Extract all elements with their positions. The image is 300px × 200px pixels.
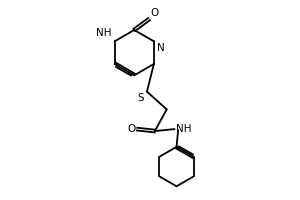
Text: NH: NH (96, 28, 112, 38)
Text: O: O (151, 8, 159, 18)
Text: S: S (137, 93, 144, 103)
Text: O: O (127, 124, 136, 134)
Text: NH: NH (176, 124, 191, 134)
Text: N: N (157, 43, 165, 53)
